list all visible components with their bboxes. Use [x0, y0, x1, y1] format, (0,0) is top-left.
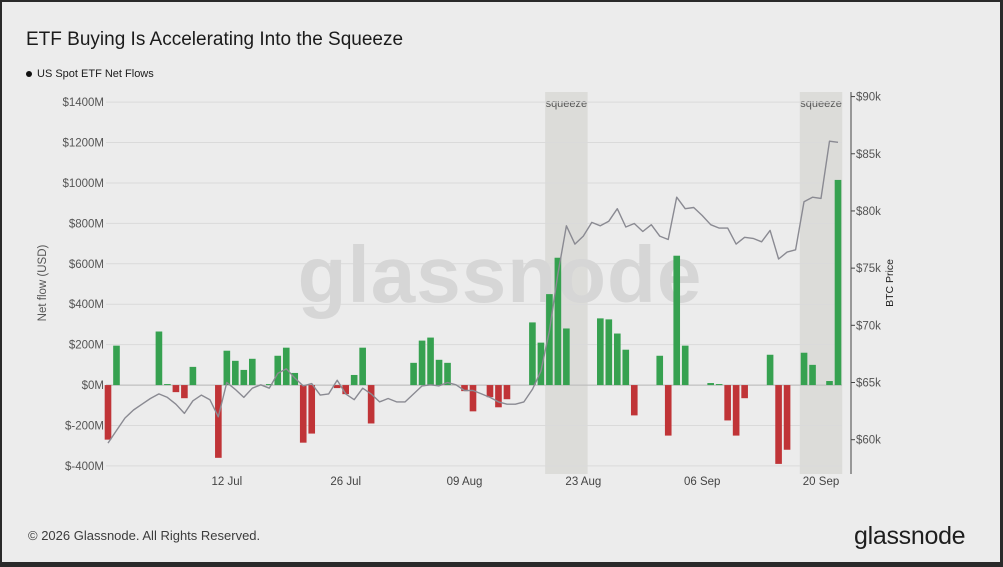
- y2-tick-label: $90k: [856, 92, 881, 104]
- flow-bar: [495, 385, 502, 408]
- flow-bar: [164, 384, 171, 386]
- squeeze-label: squeeze: [546, 98, 588, 110]
- flow-bar: [707, 383, 714, 386]
- flow-bar: [826, 381, 833, 386]
- flow-bar: [563, 328, 570, 386]
- flow-bar: [155, 331, 163, 386]
- flow-bar: [783, 385, 791, 450]
- flow-bar: [834, 179, 842, 386]
- flow-bar: [350, 374, 358, 386]
- flow-bar: [359, 347, 366, 386]
- flow-bar: [554, 257, 562, 386]
- chart-title: ETF Buying Is Accelerating Into the Sque…: [26, 29, 404, 50]
- x-tick-label: 20 Sep: [803, 476, 839, 488]
- flow-bar: [435, 359, 443, 386]
- flow-bar: [181, 385, 188, 399]
- y2-tick-label: $65k: [856, 378, 881, 390]
- flow-bar: [486, 385, 494, 398]
- flow-bar: [724, 385, 731, 421]
- x-tick-label: 12 Jul: [211, 476, 242, 488]
- flow-bar: [113, 345, 120, 386]
- squeeze-band: [545, 92, 588, 474]
- flow-bar: [673, 255, 681, 386]
- y-tick-label: $600M: [69, 259, 104, 271]
- squeeze-label: squeeze: [800, 98, 842, 110]
- flow-bar: [605, 319, 613, 386]
- flow-bar: [681, 345, 689, 386]
- flow-bar: [104, 385, 112, 440]
- btc-price-line: [107, 140, 839, 444]
- x-tick-label: 06 Sep: [684, 476, 720, 488]
- y-tick-label: $200M: [69, 340, 104, 352]
- brand-logo: glassnode: [854, 522, 966, 550]
- flow-bar: [715, 384, 723, 386]
- y-tick-label: $400M: [69, 299, 104, 311]
- flow-bar: [613, 333, 621, 386]
- flow-bar: [444, 362, 451, 386]
- flow-bar: [299, 385, 307, 443]
- flow-bar: [172, 385, 180, 393]
- x-tick-label: 23 Aug: [565, 476, 601, 488]
- flow-bar: [248, 358, 256, 386]
- flow-bar: [732, 385, 740, 436]
- flow-bar: [597, 318, 604, 386]
- flow-bar: [418, 340, 426, 386]
- flow-bar: [809, 364, 816, 386]
- flow-bar: [741, 385, 748, 399]
- flow-bar: [664, 385, 672, 436]
- legend: US Spot ETF Net Flows: [26, 68, 154, 80]
- flow-bar: [656, 355, 664, 386]
- flow-bar: [274, 355, 282, 386]
- flow-bar: [342, 385, 349, 395]
- flow-bar: [469, 385, 477, 412]
- legend-label: US Spot ETF Net Flows: [37, 68, 154, 80]
- flow-bar: [240, 369, 248, 386]
- flow-bar: [333, 385, 341, 389]
- flow-bar: [232, 360, 239, 386]
- y-tick-label: $-200M: [65, 420, 104, 432]
- flow-bar: [189, 366, 197, 386]
- y-tick-label: $1000M: [62, 178, 104, 190]
- flow-bar: [265, 384, 273, 386]
- x-tick-label: 09 Aug: [447, 476, 483, 488]
- flow-bar: [282, 347, 290, 386]
- flow-bar: [215, 385, 222, 458]
- flow-bar: [461, 385, 468, 392]
- flow-bar: [223, 350, 231, 386]
- y2-tick-label: $80k: [856, 206, 881, 218]
- y-axis-title: Net flow (USD): [37, 244, 49, 321]
- flow-bar: [503, 385, 511, 400]
- flow-bar: [537, 342, 545, 386]
- flow-bar: [775, 385, 782, 464]
- legend-dot-icon: [26, 71, 32, 77]
- flow-bar: [766, 354, 774, 386]
- y2-tick-label: $85k: [856, 149, 881, 161]
- flow-bar: [546, 294, 553, 386]
- flow-bar: [630, 385, 638, 416]
- y2-tick-label: $75k: [856, 263, 881, 275]
- flow-bar: [367, 385, 375, 424]
- y2-tick-label: $70k: [856, 320, 881, 332]
- y2-tick-label: $60k: [856, 435, 881, 447]
- y-tick-label: $1400M: [62, 97, 104, 109]
- y-tick-label: $1200M: [62, 138, 104, 150]
- flow-bar: [308, 385, 316, 434]
- flow-bar: [427, 337, 434, 386]
- flow-bar: [622, 349, 630, 386]
- watermark: glassnode: [298, 230, 703, 319]
- flow-bar: [291, 372, 299, 386]
- x-tick-label: 26 Jul: [330, 476, 361, 488]
- copyright-footer: © 2026 Glassnode. All Rights Reserved.: [28, 528, 261, 543]
- flow-bar: [800, 352, 808, 386]
- flow-bar: [410, 362, 417, 386]
- y-tick-label: $800M: [69, 218, 104, 230]
- y2-axis-title: BTC Price: [884, 259, 896, 307]
- y-tick-label: $-400M: [65, 461, 104, 473]
- y-tick-label: $0M: [82, 380, 104, 392]
- flow-bar: [529, 322, 536, 386]
